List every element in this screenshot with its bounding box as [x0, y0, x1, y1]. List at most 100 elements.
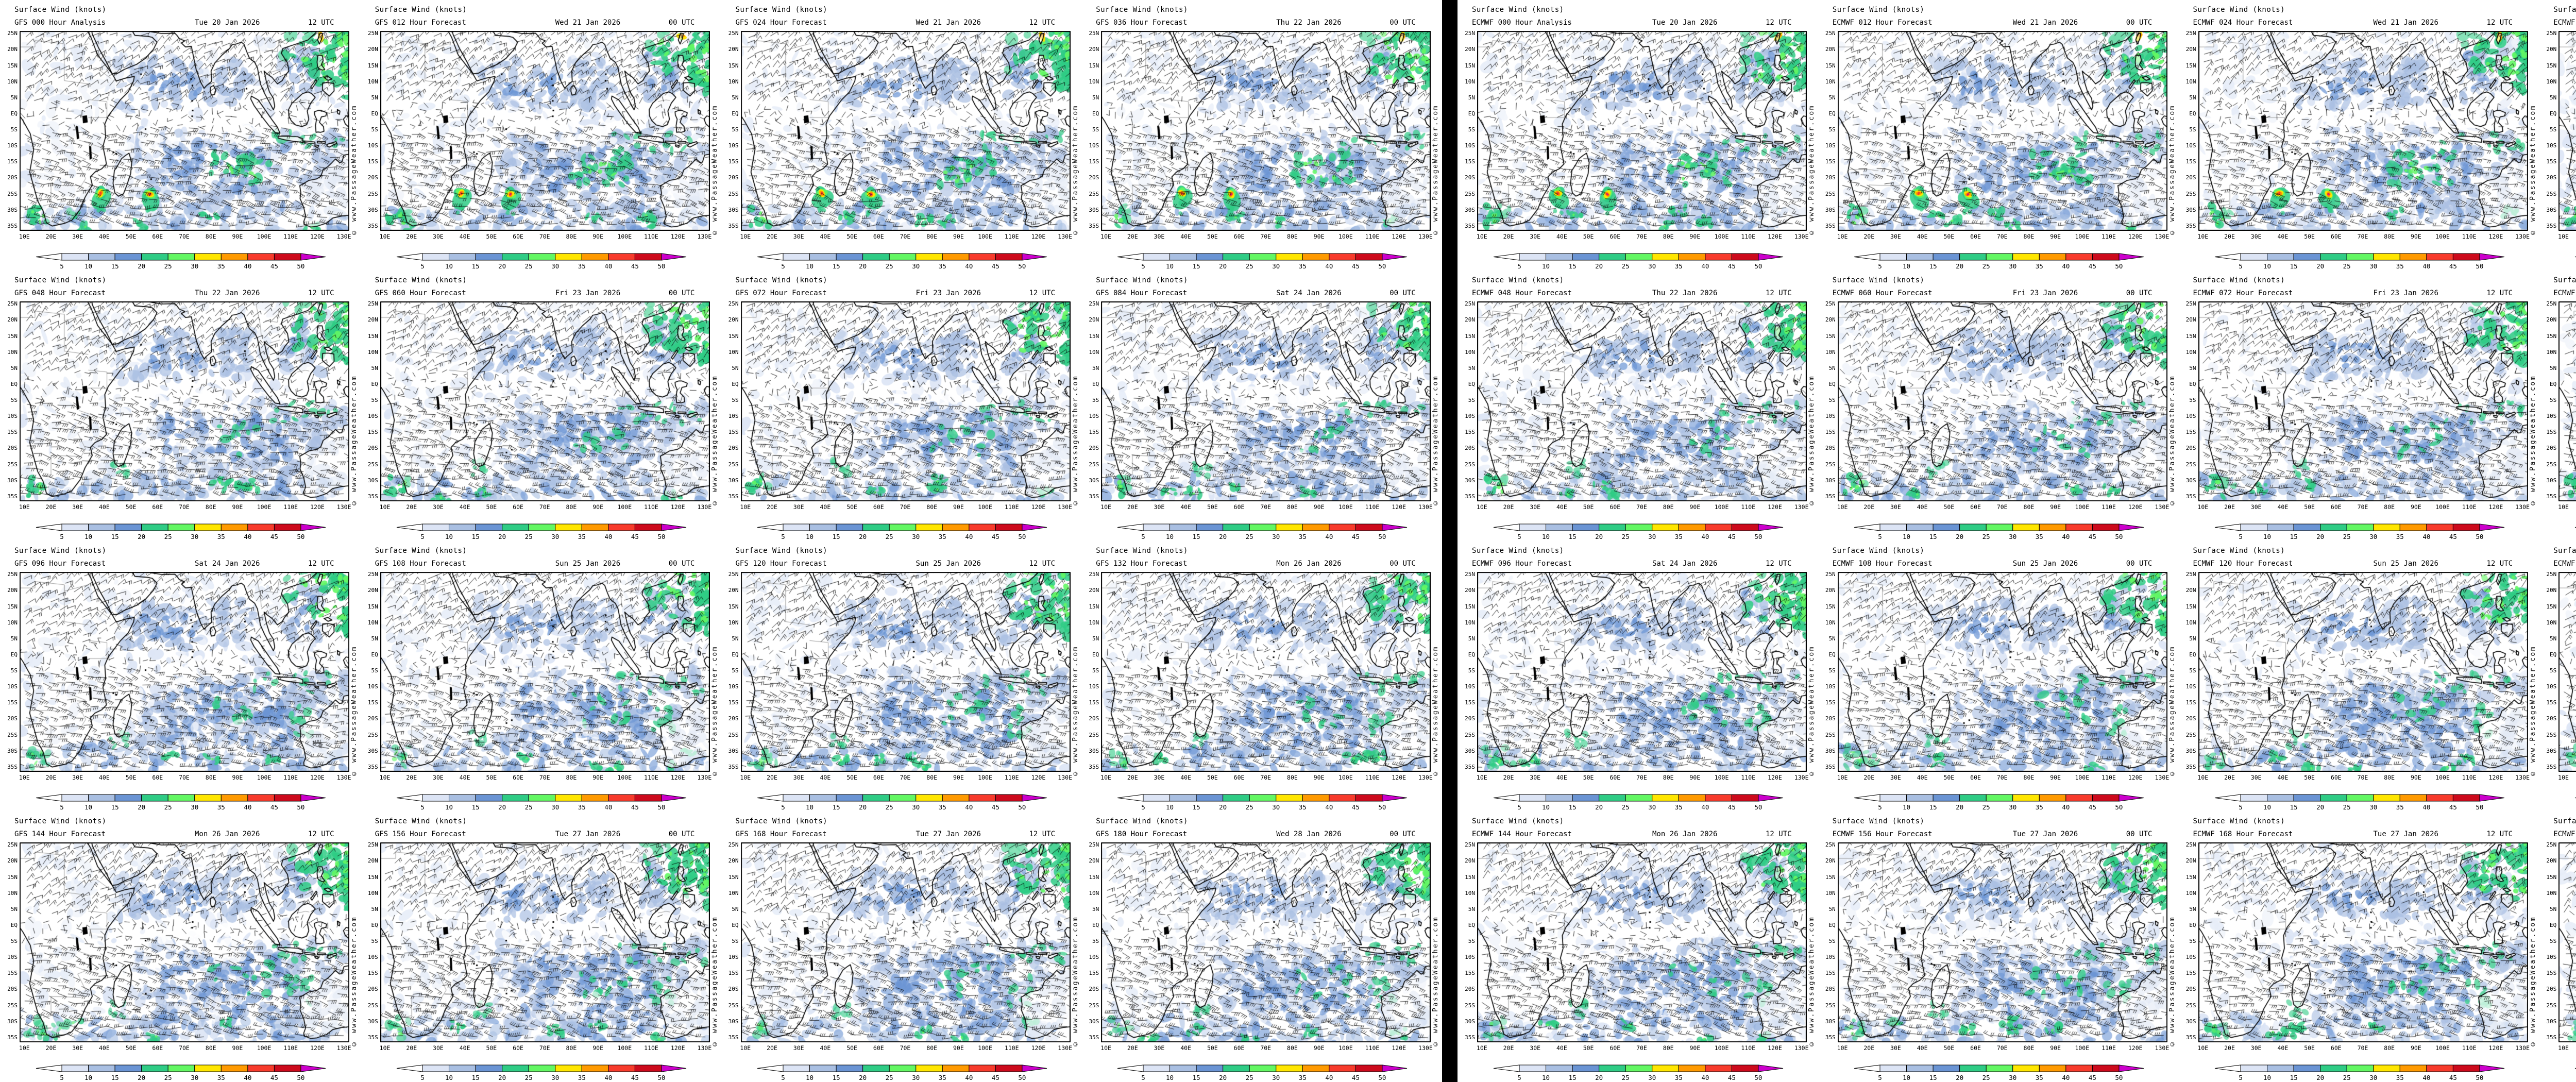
- panel-subtitle: GFS 060 Hour Forecast Fri 23 Jan 2026 00…: [361, 289, 721, 298]
- lon-tick-label: 50E: [1943, 774, 1955, 781]
- colorbar-tick-label: 25: [164, 1074, 172, 1081]
- lat-tick-label: 10N: [2185, 78, 2196, 85]
- lat-tick-label: 20N: [1825, 316, 1836, 324]
- colorbar-tick-label: 25: [1246, 803, 1253, 811]
- lon-tick-label: 60E: [1609, 1044, 1621, 1052]
- panel-valid-time: 12 UTC: [1766, 19, 1792, 27]
- wind-map: [1101, 301, 1431, 501]
- lat-tick-label: 10S: [728, 683, 739, 690]
- lon-tick-label: 30E: [793, 1044, 804, 1052]
- lon-tick-label: 60E: [513, 233, 523, 240]
- lon-tick-label: 60E: [1609, 233, 1621, 240]
- colorbar-segment: [2319, 523, 2347, 531]
- panel-title: Surface Wind (knots): [2193, 547, 2285, 555]
- lon-tick-label: 80E: [2384, 233, 2395, 240]
- colorbar-tick-label: 50: [297, 1074, 304, 1081]
- lat-tick-label: 15S: [367, 158, 378, 165]
- lat-tick-label: 25N: [2546, 300, 2557, 308]
- panel-valid-date: Sat 24 Jan 2026: [1276, 289, 1342, 297]
- colorbar-segment: [783, 794, 810, 802]
- colorbar-segment: [968, 253, 996, 261]
- colorbar-tick-label: 30: [191, 1074, 198, 1081]
- lon-tick-label: 120E: [1392, 1044, 1406, 1052]
- lon-tick-label: 50E: [1207, 233, 1218, 240]
- lat-tick-label: 35S: [2185, 493, 2196, 500]
- lon-tick-label: 130E: [1418, 233, 1433, 240]
- colorbar-tick-label: 20: [2316, 533, 2324, 540]
- lat-tick-label: 25N: [2546, 571, 2557, 578]
- colorbar-segment: [528, 523, 556, 531]
- lat-tick-label: 35S: [7, 1034, 18, 1041]
- colorbar-segment: [2012, 523, 2040, 531]
- lat-tick-label: 30S: [2546, 477, 2557, 484]
- colorbar-tick-label: 5: [1878, 262, 1882, 270]
- colorbar-tick-label: 20: [498, 262, 506, 270]
- lat-tick-label: 30S: [7, 747, 18, 754]
- colorbar-segment: [1625, 523, 1653, 531]
- colorbar-segment: [61, 253, 89, 261]
- colorbar-segment: [2399, 794, 2427, 802]
- lon-tick-label: 100E: [1338, 503, 1353, 511]
- panel-subtitle: ECMWF 096 Hour Forecast Sat 24 Jan 2026 …: [1458, 560, 1818, 569]
- colorbar-segment: [1249, 253, 1277, 261]
- colorbar-tick-label: 50: [2476, 533, 2483, 540]
- lon-tick-label: 50E: [846, 233, 857, 240]
- colorbar-tick-label: 35: [1675, 262, 1683, 270]
- wind-map: [1837, 301, 2167, 501]
- lat-tick-label: 30S: [367, 747, 378, 754]
- lon-tick-label: 40E: [459, 503, 470, 511]
- panel-subtitle: GFS 120 Hour Forecast Sun 25 Jan 2026 12…: [721, 560, 1082, 569]
- panel-valid-time: 00 UTC: [668, 830, 695, 838]
- colorbar-tick-label: 10: [1903, 262, 1910, 270]
- colorbar-tick-label: 30: [2009, 803, 2016, 811]
- colorbar-segment: [2065, 253, 2093, 261]
- lon-tick-label: 110E: [644, 774, 658, 781]
- lat-tick-label: 5N: [10, 94, 18, 101]
- wind-map: [380, 572, 710, 772]
- colorbar-tick-label: 20: [1219, 1074, 1227, 1081]
- panel-forecast-label: ECMWF 036 Hour Forecast: [2553, 19, 2575, 27]
- lon-tick-label: 120E: [310, 503, 325, 511]
- lat-tick-label: 10N: [1465, 348, 1475, 356]
- lon-tick-label: 10E: [1476, 233, 1487, 240]
- colorbar-segment: [1143, 1064, 1171, 1072]
- colorbar-tick-label: 50: [1754, 803, 1762, 811]
- colorbar-tick-label: 45: [1352, 533, 1360, 540]
- lat-tick-label: 15S: [7, 429, 18, 436]
- lat-tick-label: 25S: [7, 731, 18, 738]
- lat-tick-label: 25S: [1465, 190, 1475, 197]
- panel-forecast-label: ECMWF 108 Hour Forecast: [1832, 560, 1933, 568]
- colorbar-segment: [1249, 523, 1277, 531]
- colorbar-segment: [448, 523, 476, 531]
- lat-tick-label: 10S: [7, 954, 18, 961]
- panel-title: Surface Wind (knots): [375, 817, 467, 825]
- lon-tick-label: 40E: [99, 233, 110, 240]
- colorbar-tick-label: 30: [2369, 533, 2377, 540]
- lat-tick-label: 25S: [2185, 190, 2196, 197]
- gfs-grid: Surface Wind (knots) GFS 000 Hour Analys…: [0, 0, 1442, 1082]
- lon-tick-label: 10E: [19, 233, 30, 240]
- lat-tick-label: 15N: [728, 332, 739, 340]
- forecast-panel: Surface Wind (knots) ECMWF 132 Hour Fore…: [2539, 541, 2576, 812]
- lat-tick-label: EQ: [1092, 380, 1099, 387]
- lat-tick-label: 20N: [1825, 857, 1836, 865]
- colorbar-segment: [2039, 794, 2066, 802]
- colorbar-tick-label: 30: [1648, 1074, 1656, 1081]
- lon-tick-label: 90E: [232, 1044, 243, 1052]
- lat-tick-label: 5S: [2189, 938, 2196, 945]
- colorbar-tick-label: 15: [2290, 533, 2297, 540]
- panel-title: Surface Wind (knots): [2553, 817, 2576, 825]
- colorbar-segment: [1625, 253, 1653, 261]
- colorbar-tick-label: 15: [832, 803, 840, 811]
- lat-tick-label: 10S: [2185, 142, 2196, 149]
- lat-tick-label: 20N: [1089, 46, 1099, 53]
- lon-tick-label: 110E: [1004, 233, 1019, 240]
- colorbar-segment: [915, 523, 943, 531]
- lat-tick-label: 35S: [2546, 1034, 2557, 1041]
- lon-tick-label: 120E: [2128, 1044, 2143, 1052]
- lon-tick-label: 130E: [1794, 503, 1809, 511]
